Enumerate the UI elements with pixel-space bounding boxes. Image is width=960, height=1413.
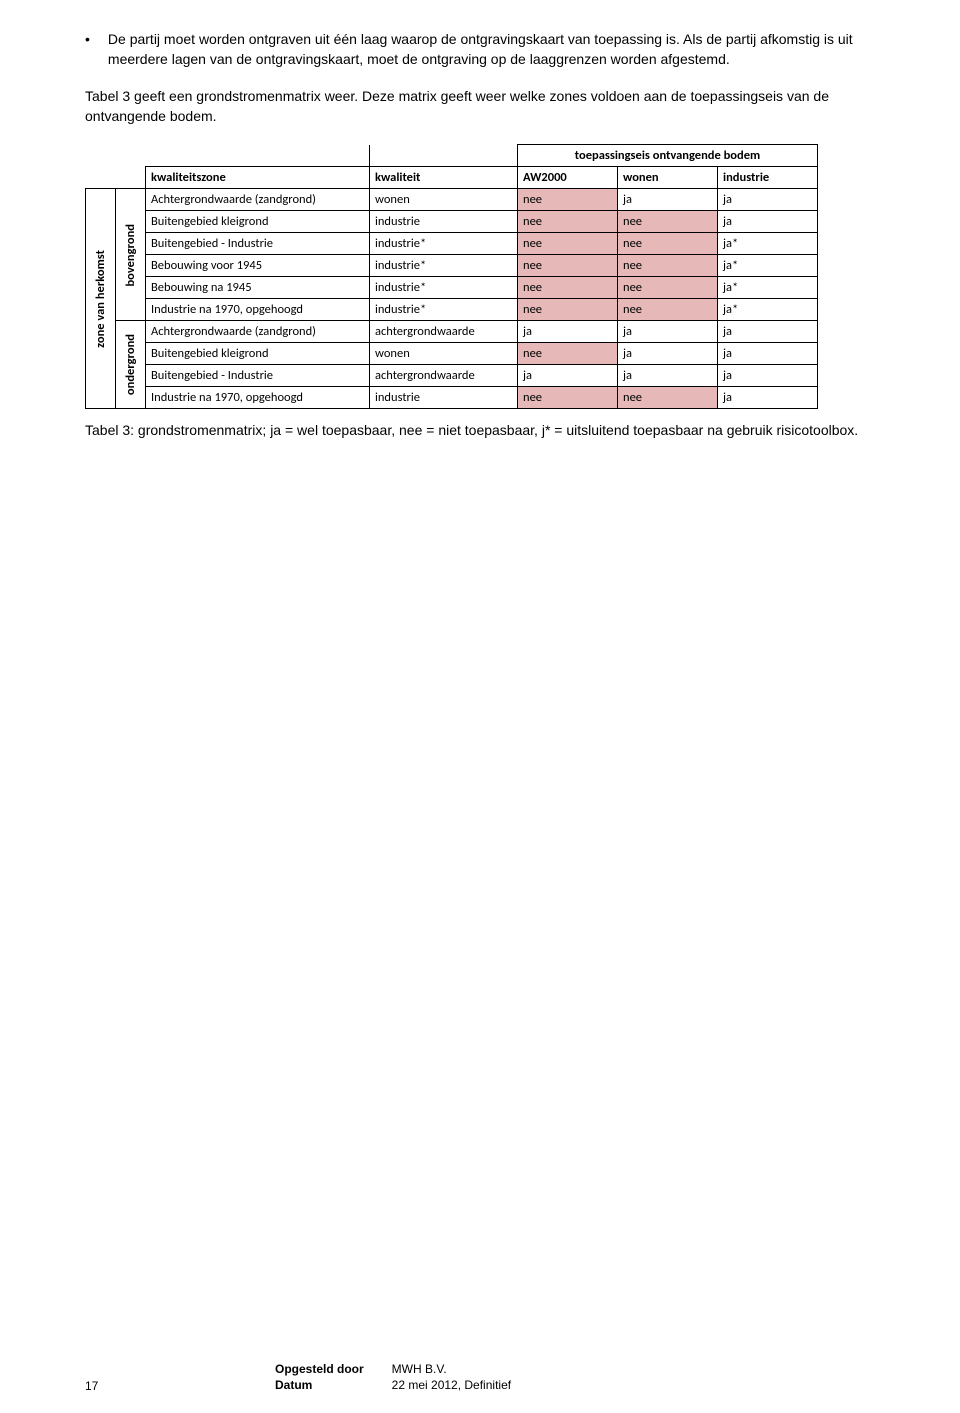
page-footer: 17 Opgesteld door Datum MWH B.V. 22 mei … [0,1361,960,1393]
bullet-icon: • [85,30,90,69]
table-row: Industrie na 1970, opgehoogdindustrienee… [86,387,818,409]
top-header: toepassingseis ontvangende bodem [518,145,818,167]
table-cell: ja* [718,255,818,277]
table-cell: nee [618,387,718,409]
table-cell: nee [618,277,718,299]
table-cell: Industrie na 1970, opgehoogd [146,387,370,409]
footer-value-date: 22 mei 2012, Definitief [392,1377,511,1393]
table-cell: Bebouwing voor 1945 [146,255,370,277]
table-cell: Bebouwing na 1945 [146,277,370,299]
table-cell: ja [718,211,818,233]
paragraph-2: Tabel 3 geeft een grondstromenmatrix wee… [85,87,900,126]
table-cell: Achtergrondwaarde (zandgrond) [146,321,370,343]
table-cell: wonen [370,343,518,365]
table-row: Buitengebied - Industrieachtergrondwaard… [86,365,818,387]
table-cell: achtergrondwaarde [370,365,518,387]
bullet-text: De partij moet worden ontgraven uit één … [108,30,900,69]
table-cell: wonen [370,189,518,211]
footer-labels: Opgesteld door Datum [275,1361,364,1393]
table-cell: Buitengebied - Industrie [146,365,370,387]
table-row: Industrie na 1970, opgehoogdindustrie*ne… [86,299,818,321]
table-caption: Tabel 3: grondstromenmatrix; ja = wel to… [85,421,900,441]
table-cell: ja [718,343,818,365]
table-cell: industrie* [370,299,518,321]
table-cell: Buitengebied kleigrond [146,343,370,365]
table-cell: nee [618,211,718,233]
table-cell: nee [518,189,618,211]
table-cell: nee [618,255,718,277]
page-number: 17 [85,1379,135,1393]
table-cell: nee [618,233,718,255]
table-cell: ja* [718,277,818,299]
table-cell: Buitengebied - Industrie [146,233,370,255]
table-row: Bebouwing voor 1945industrie*neeneeja* [86,255,818,277]
table-cell: ja [718,321,818,343]
table-row: ondergrondAchtergrondwaarde (zandgrond)a… [86,321,818,343]
footer-label-date: Datum [275,1377,364,1393]
table-cell: ja [618,343,718,365]
table-cell: nee [518,387,618,409]
table-cell: nee [518,233,618,255]
table-cell: ja [718,387,818,409]
table-cell: nee [518,211,618,233]
table-cell: ja [518,321,618,343]
footer-values: MWH B.V. 22 mei 2012, Definitief [392,1361,511,1393]
table-row: Bebouwing na 1945industrie*neeneeja* [86,277,818,299]
table-cell: ja [518,365,618,387]
footer-label-author: Opgesteld door [275,1361,364,1377]
table-cell: nee [518,277,618,299]
bullet-paragraph: • De partij moet worden ontgraven uit éé… [85,30,900,69]
row-header-ondergrond: ondergrond [121,330,140,399]
table-cell: ja [618,189,718,211]
row-header-herkomst: zone van herkomst [91,246,110,352]
table-cell: ja [618,365,718,387]
col-header: kwaliteitszone [146,167,370,189]
table-cell: Industrie na 1970, opgehoogd [146,299,370,321]
table-cell: nee [518,255,618,277]
table-cell: nee [618,299,718,321]
footer-value-author: MWH B.V. [392,1361,511,1377]
col-header: wonen [618,167,718,189]
table-cell: Achtergrondwaarde (zandgrond) [146,189,370,211]
table-cell: nee [518,343,618,365]
table-cell: nee [518,299,618,321]
col-header: AW2000 [518,167,618,189]
col-header: industrie [718,167,818,189]
table-cell: ja* [718,233,818,255]
table-row: zone van herkomstbovengrondAchtergrondwa… [86,189,818,211]
table-row: kwaliteitszone kwaliteit AW2000 wonen in… [86,167,818,189]
table-row: Buitengebied kleigrondwonenneejaja [86,343,818,365]
table-cell: achtergrondwaarde [370,321,518,343]
table-cell: industrie [370,387,518,409]
table-cell: ja* [718,299,818,321]
table-cell: ja [618,321,718,343]
row-header-bovengrond: bovengrond [121,220,140,291]
table-cell: ja [718,189,818,211]
table-cell: Buitengebied kleigrond [146,211,370,233]
table-cell: ja [718,365,818,387]
grondstromenmatrix-table: toepassingseis ontvangende bodem kwalite… [85,144,818,409]
table-cell: industrie* [370,255,518,277]
table-cell: industrie [370,211,518,233]
table-cell: industrie* [370,277,518,299]
col-header: kwaliteit [370,167,518,189]
table-cell: industrie* [370,233,518,255]
table-row: toepassingseis ontvangende bodem [86,145,818,167]
table-row: Buitengebied kleigrondindustrieneeneeja [86,211,818,233]
table-row: Buitengebied - Industrieindustrie*neenee… [86,233,818,255]
